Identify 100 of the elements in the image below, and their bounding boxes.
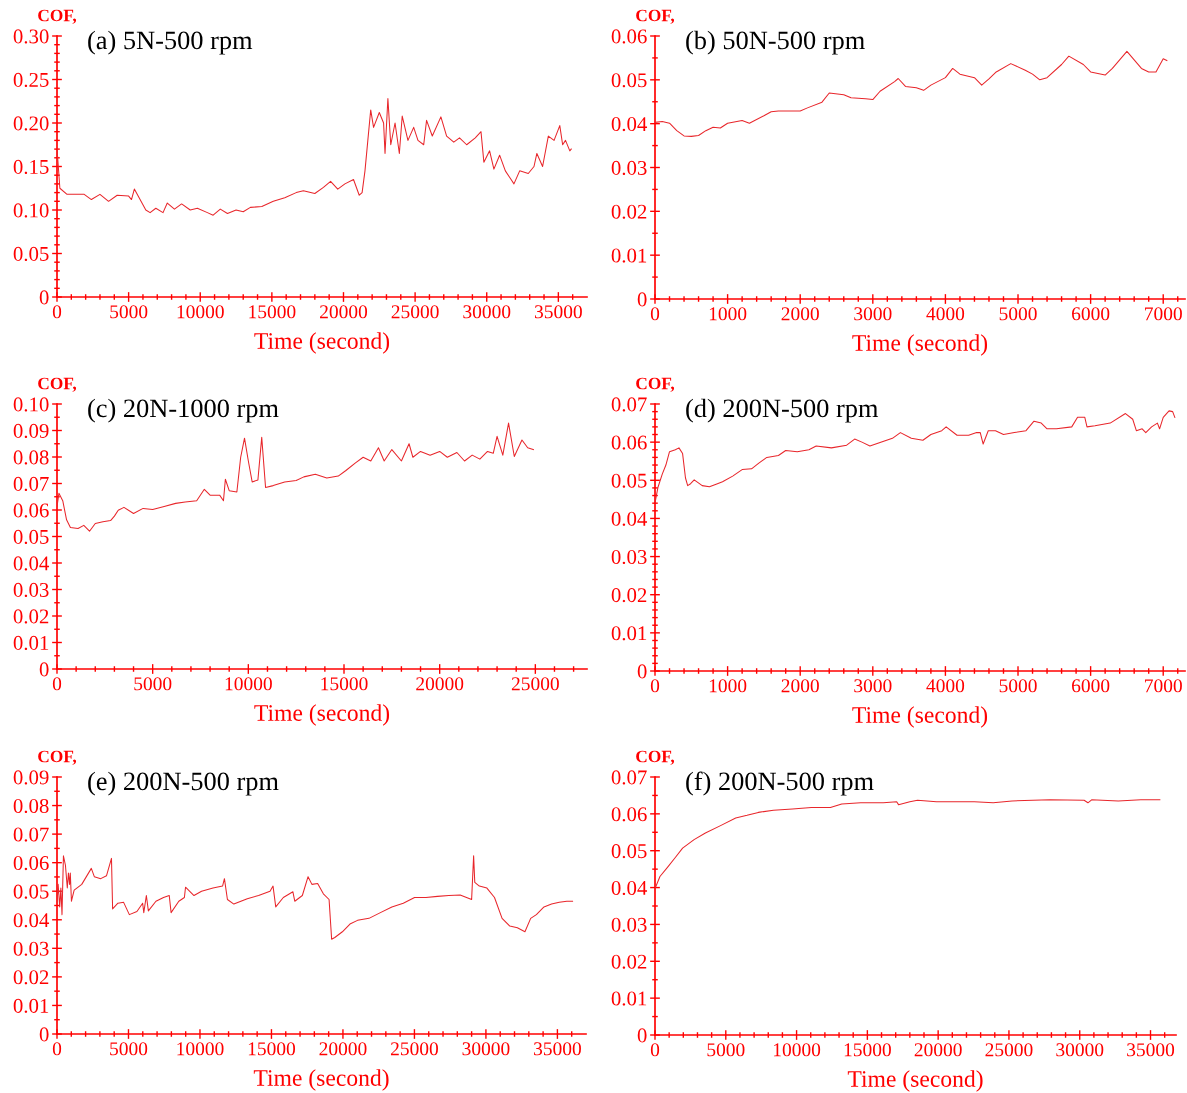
- x-tick-label: 6000: [1072, 679, 1110, 693]
- y-tick-label: 0.09: [13, 423, 49, 439]
- x-tick-label: 35000: [534, 1042, 581, 1056]
- y-tick-label: 0.07: [611, 397, 647, 412]
- x-tick-label: 30000: [1056, 1043, 1104, 1057]
- chart-title: (f) 200N-500 rpm: [686, 771, 874, 796]
- x-tick-label: 25000: [985, 1043, 1033, 1057]
- x-tick-label: 3000: [854, 307, 892, 321]
- x-axis-title: Time (second): [254, 704, 390, 726]
- y-tick-label: 0: [637, 664, 647, 679]
- y-tick-label: 0.03: [611, 917, 647, 932]
- y-tick-label: 0.02: [611, 588, 647, 603]
- y-tick-label: 0.01: [611, 626, 647, 641]
- x-tick-label: 30000: [463, 305, 511, 319]
- x-tick-label: 10000: [225, 677, 272, 691]
- x-tick-label: 5000: [110, 1042, 148, 1056]
- x-tick-label: 2000: [781, 679, 819, 693]
- y-tick-label: 0: [39, 662, 49, 677]
- x-tick-label: 1000: [709, 307, 747, 321]
- y-axis-title: COF,: [636, 377, 675, 392]
- chart-title: (c) 20N-1000 rpm: [88, 398, 279, 423]
- y-tick-label: 0.07: [13, 827, 49, 842]
- y-tick-label: 0.06: [611, 29, 647, 44]
- y-tick-label: 0.15: [13, 159, 49, 175]
- y-tick-label: 0: [39, 290, 49, 305]
- x-tick-label: 3000: [854, 679, 892, 693]
- x-tick-label: 20000: [416, 677, 464, 691]
- chart-title: (d) 200N-500 rpm: [686, 398, 879, 423]
- y-axis-title: COF,: [38, 9, 77, 24]
- y-tick-label: 0.01: [611, 991, 647, 1006]
- y-tick-label: 0.04: [13, 913, 50, 928]
- y-tick-label: 0.01: [13, 998, 49, 1013]
- x-tick-label: 25000: [511, 677, 559, 691]
- y-tick-label: 0.20: [13, 116, 49, 131]
- y-tick-label: 0: [637, 292, 647, 307]
- x-tick-label: 7000: [1145, 307, 1182, 321]
- y-tick-label: 0.04: [13, 556, 50, 571]
- x-axis-title: Time (second): [253, 1069, 389, 1091]
- x-tick-label: 5000: [999, 679, 1037, 693]
- x-tick-label: 10000: [177, 1042, 224, 1056]
- y-tick-label: 0.02: [611, 204, 647, 219]
- y-tick-label: 0.03: [611, 549, 647, 565]
- x-axis-title: Time (second): [847, 1070, 983, 1092]
- x-tick-label: 2000: [781, 307, 819, 321]
- y-tick-label: 0.06: [611, 435, 647, 450]
- x-tick-label: 20000: [320, 305, 368, 319]
- x-tick-label: 0: [650, 679, 660, 693]
- y-axis-title: COF,: [636, 750, 675, 765]
- x-tick-label: 5000: [707, 1043, 745, 1057]
- y-tick-label: 0.08: [13, 450, 49, 465]
- y-axis-title: COF,: [38, 377, 77, 392]
- y-tick-label: 0.02: [611, 954, 647, 969]
- x-tick-label: 0: [52, 1042, 62, 1056]
- x-tick-label: 25000: [391, 305, 439, 319]
- chart-title: (e) 200N-500 rpm: [88, 771, 279, 796]
- x-tick-label: 6000: [1072, 307, 1110, 321]
- x-tick-label: 15000: [321, 677, 368, 691]
- x-tick-label: 10000: [177, 305, 224, 319]
- x-tick-label: 20000: [914, 1043, 962, 1057]
- x-tick-label: 35000: [1127, 1043, 1175, 1057]
- x-tick-label: 0: [650, 307, 660, 321]
- y-tick-label: 0.01: [13, 635, 49, 651]
- y-tick-label: 0.04: [611, 880, 648, 896]
- y-tick-label: 0.02: [13, 970, 49, 985]
- y-tick-label: 0.06: [13, 503, 49, 518]
- y-tick-label: 0.30: [13, 29, 49, 44]
- y-tick-label: 0.08: [13, 798, 49, 814]
- x-tick-label: 4000: [926, 307, 965, 321]
- y-tick-label: 0: [39, 1027, 49, 1042]
- x-tick-label: 5000: [999, 307, 1037, 321]
- x-tick-label: 5000: [134, 677, 172, 691]
- y-tick-label: 0.05: [13, 884, 49, 899]
- x-tick-label: 1000: [709, 679, 747, 693]
- y-tick-label: 0.03: [611, 160, 647, 176]
- chart-title: (b) 50N-500 rpm: [686, 30, 865, 55]
- x-tick-label: 0: [52, 677, 62, 691]
- x-tick-label: 4000: [926, 679, 965, 693]
- y-tick-label: 0: [637, 1028, 647, 1043]
- y-tick-label: 0.05: [13, 529, 49, 545]
- y-tick-label: 0.10: [13, 203, 49, 218]
- x-tick-label: 10000: [773, 1043, 821, 1057]
- y-tick-label: 0.06: [13, 856, 49, 871]
- x-tick-label: 7000: [1145, 679, 1182, 693]
- y-tick-label: 0.05: [611, 73, 647, 88]
- chart-title: (a) 5N-500 rpm: [88, 30, 253, 55]
- y-tick-label: 0.04: [611, 117, 648, 132]
- x-axis-title: Time (second): [852, 334, 988, 356]
- x-tick-label: 15000: [248, 1042, 296, 1056]
- x-tick-label: 20000: [319, 1042, 367, 1056]
- y-tick-label: 0.02: [13, 609, 49, 624]
- x-axis-title: Time (second): [254, 332, 390, 354]
- x-tick-label: 30000: [462, 1042, 510, 1056]
- y-tick-label: 0.05: [611, 844, 647, 859]
- y-tick-label: 0.06: [611, 807, 647, 822]
- y-tick-label: 0.01: [611, 248, 647, 263]
- x-axis-title: Time (second): [852, 706, 988, 728]
- y-tick-label: 0.07: [13, 476, 49, 492]
- x-tick-label: 15000: [844, 1043, 891, 1057]
- y-tick-label: 0.03: [13, 582, 49, 598]
- x-tick-label: 15000: [249, 305, 296, 319]
